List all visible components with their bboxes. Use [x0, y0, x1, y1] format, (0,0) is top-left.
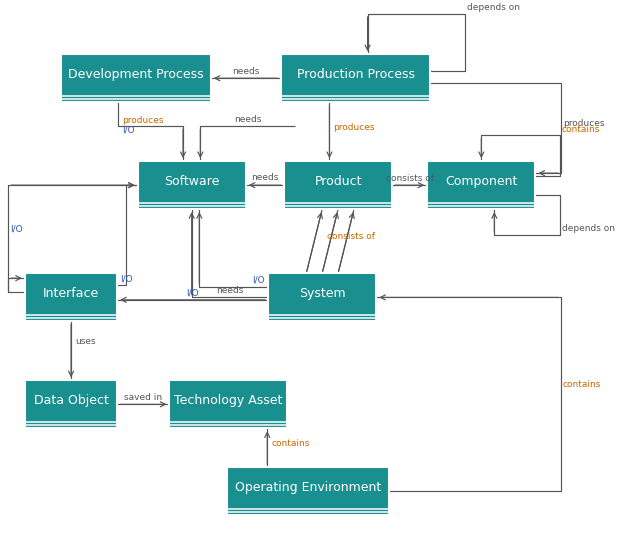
Text: I/O: I/O — [186, 289, 199, 297]
Text: produces: produces — [333, 123, 375, 132]
Bar — [61, 54, 211, 102]
Bar — [427, 161, 535, 209]
Text: Operating Environment: Operating Environment — [235, 481, 381, 494]
Text: produces: produces — [563, 119, 604, 128]
Text: consists of: consists of — [386, 174, 434, 183]
Text: I/O: I/O — [121, 274, 133, 283]
Bar — [138, 161, 246, 209]
Text: I/O: I/O — [10, 224, 23, 233]
Text: Technology Asset: Technology Asset — [174, 394, 283, 407]
Bar — [281, 54, 431, 102]
Text: needs: needs — [232, 66, 260, 76]
Bar — [25, 380, 117, 428]
Text: produces: produces — [122, 116, 163, 125]
Text: Production Process: Production Process — [297, 68, 415, 81]
Text: Product: Product — [315, 175, 362, 188]
Text: Software: Software — [164, 175, 219, 188]
Bar — [226, 467, 389, 515]
Bar — [25, 273, 117, 322]
Text: needs: needs — [251, 174, 279, 182]
Text: I/O: I/O — [252, 276, 265, 285]
Bar — [170, 380, 287, 428]
Text: Development Process: Development Process — [68, 68, 204, 81]
Bar — [284, 161, 392, 209]
Bar — [268, 273, 376, 322]
Text: contains: contains — [563, 380, 601, 389]
Text: contains: contains — [561, 125, 600, 134]
Text: consists of: consists of — [327, 232, 375, 241]
Text: uses: uses — [75, 337, 96, 346]
Text: contains: contains — [271, 438, 309, 448]
Text: depends on: depends on — [467, 3, 521, 12]
Text: Component: Component — [445, 175, 517, 188]
Text: Interface: Interface — [43, 287, 99, 300]
Text: I/O: I/O — [122, 126, 135, 135]
Text: Data Object: Data Object — [34, 394, 108, 407]
Text: saved in: saved in — [124, 393, 162, 401]
Text: depends on: depends on — [561, 224, 614, 233]
Text: needs: needs — [234, 115, 261, 124]
Text: needs: needs — [216, 286, 244, 295]
Text: System: System — [299, 287, 346, 300]
